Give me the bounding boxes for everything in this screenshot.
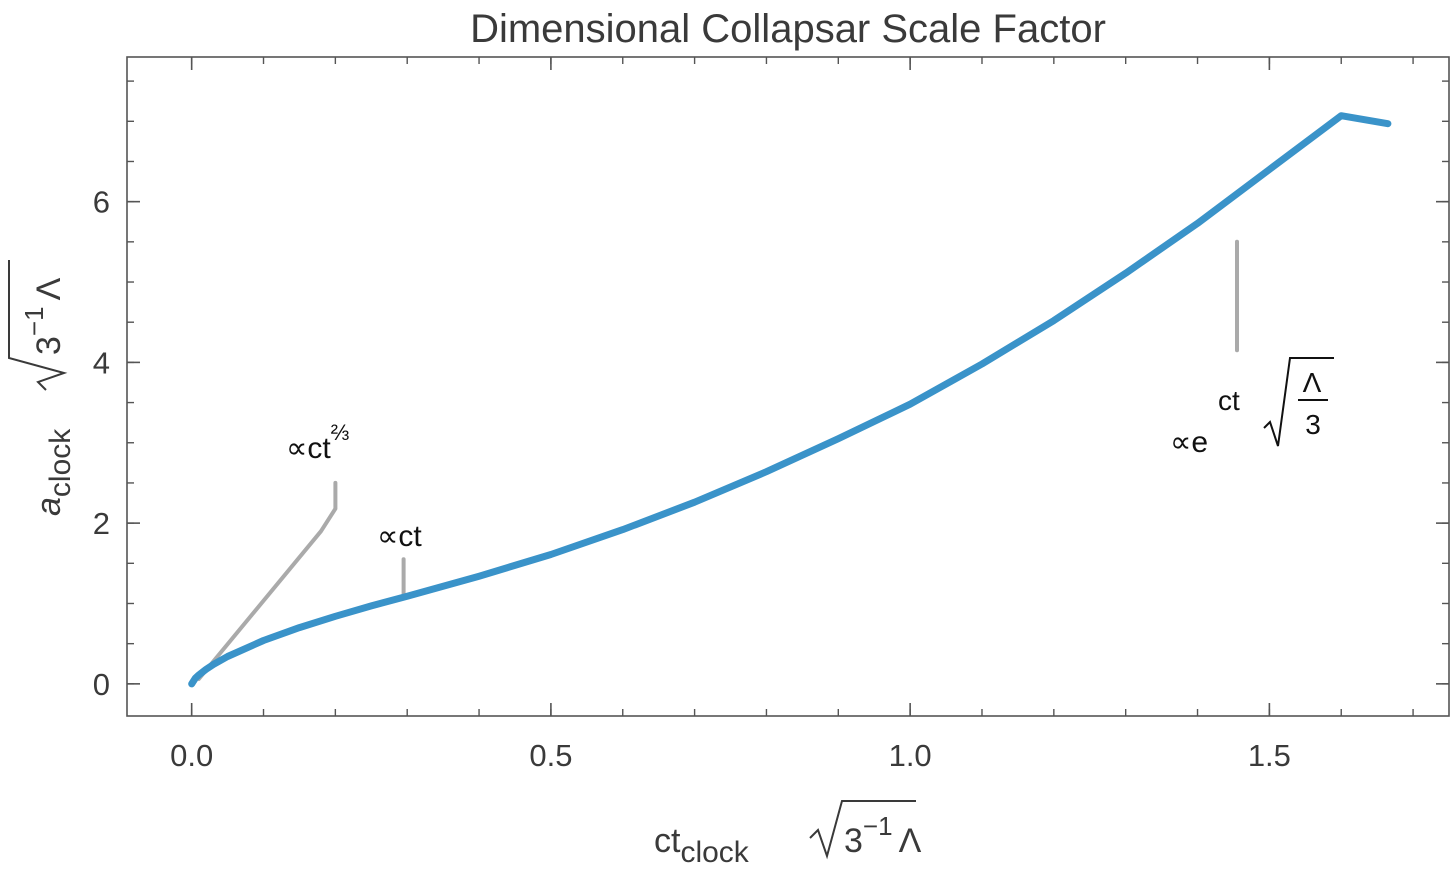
annotation-ct-two-thirds: ∝ct⅔ <box>286 420 349 465</box>
y-label-radicand-base: 3 <box>30 336 68 355</box>
y-label-radicand-tail: Λ <box>30 277 68 300</box>
x-tick-label: 0.0 <box>170 738 213 773</box>
annotation-leaders <box>196 239 1239 681</box>
x-label-main: ct <box>654 822 681 860</box>
svg-text:ctclock: ctclock <box>654 822 750 869</box>
y-label-radicand-exp: −1 <box>19 306 49 336</box>
series-line <box>188 112 1392 688</box>
annotation-exponential-frac-den: 3 <box>1305 409 1321 440</box>
y-tick-label: 0 <box>93 667 110 702</box>
plot-frame <box>126 56 1450 717</box>
chart-title: Dimensional Collapsar Scale Factor <box>470 7 1106 51</box>
annotation-ct-two-thirds-exp: ⅔ <box>331 420 349 445</box>
x-label-radicand-base: 3 <box>844 822 863 860</box>
x-label-sub: clock <box>680 836 749 869</box>
y-label-sub: clock <box>44 428 77 497</box>
y-axis-label: aclock 3−1 Λ <box>8 260 77 516</box>
x-tick-label: 0.5 <box>529 738 572 773</box>
x-tick-label: 1.0 <box>889 738 932 773</box>
x-label-radicand-tail: Λ <box>899 822 922 860</box>
x-axis-label: ctclock 3−1 Λ <box>654 800 922 869</box>
y-tick-label: 4 <box>93 345 110 380</box>
x-label-radical <box>809 800 916 860</box>
svg-text:3−1Λ: 3−1 Λ <box>19 277 68 355</box>
annotation-exponential-base: ∝e <box>1170 426 1208 459</box>
svg-text:3−1Λ: 3−1Λ <box>844 811 922 860</box>
major-ticks <box>127 57 1449 716</box>
annotation-ct-linear: ∝ct <box>377 520 422 553</box>
x-tick-label: 1.5 <box>1248 738 1291 773</box>
annotation-leader-ct-two-thirds <box>196 480 338 681</box>
annotation-exponential-exp: ct <box>1218 385 1240 416</box>
y-tick-label: 2 <box>93 506 110 541</box>
y-tick-label: 6 <box>93 185 110 220</box>
tick-labels: 0.0 0.5 1.0 1.5 0 2 4 6 <box>93 185 1291 773</box>
x-label-radicand-exp: −1 <box>863 811 893 841</box>
annotation-ct-two-thirds-base: ∝ct <box>286 432 331 465</box>
series-layer <box>188 112 1392 688</box>
y-label-radical <box>8 260 68 391</box>
annotation-exponential: ∝e ct Λ 3 <box>1170 357 1334 459</box>
annotation-exponential-radical <box>1263 357 1334 447</box>
annotation-exponential-frac-num: Λ <box>1303 367 1322 398</box>
y-label-main: a <box>30 497 68 516</box>
svg-text:∝e: ∝e <box>1170 426 1208 459</box>
svg-text:aclock: aclock <box>30 428 77 516</box>
